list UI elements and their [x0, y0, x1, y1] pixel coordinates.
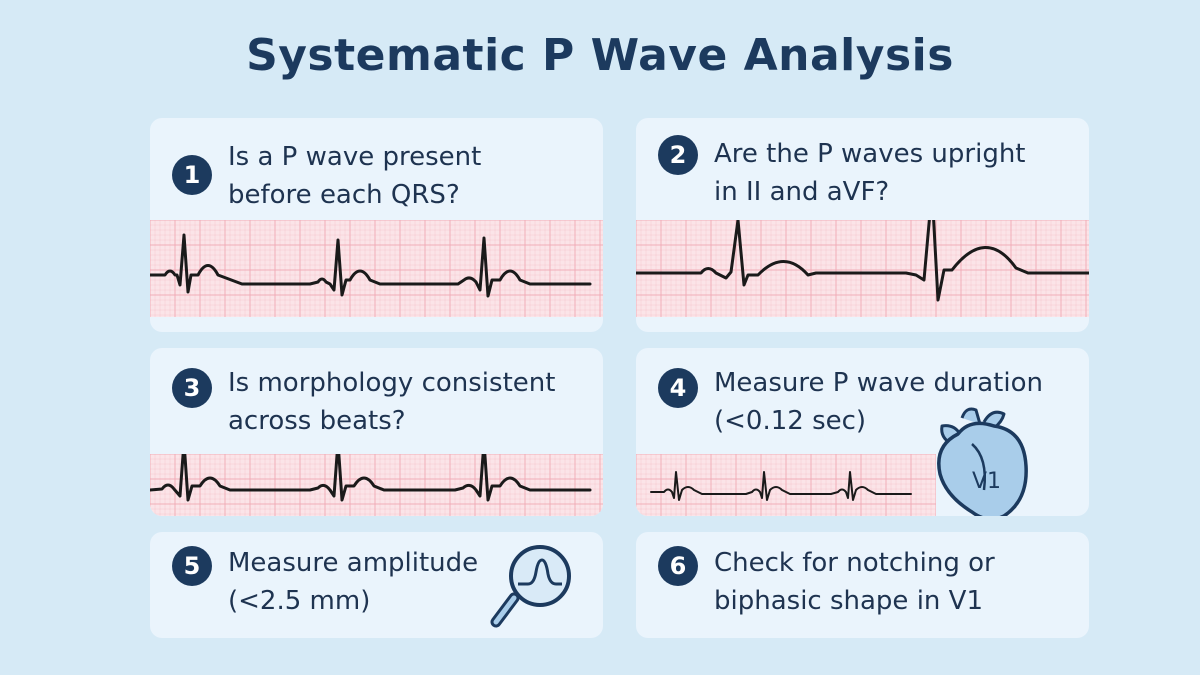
page-title: Systematic P Wave Analysis [246, 30, 954, 81]
ecg-strip [636, 220, 1089, 317]
step-question-line: before each QRS? [228, 180, 460, 210]
step-card-2: 2 Are the P waves upright in II and aVF? [636, 118, 1089, 332]
step-card-6: 6 Check for notching or biphasic shape i… [636, 532, 1089, 638]
step-question: Are the P waves upright in II and aVF? [714, 135, 1026, 211]
ecg-grid [150, 454, 603, 516]
step-question: Is a P wave present before each QRS? [228, 138, 481, 214]
step-question: Measure amplitude (<2.5 mm) [228, 544, 478, 620]
heart-label: V1 [972, 469, 1001, 494]
step-card-3: 3 Is morphology consistent across beats? [150, 348, 603, 516]
step-number-badge: 2 [658, 135, 698, 175]
step-number-badge: 6 [658, 546, 698, 586]
heart-icon: V1 [937, 407, 1028, 516]
ecg-grid [150, 220, 603, 317]
step-question-line: Is a P wave present [228, 142, 482, 172]
step-card-1: 1 Is a P wave present before each QRS? [150, 118, 603, 332]
step-number-badge: 5 [172, 546, 212, 586]
ecg-strip [150, 220, 603, 317]
step-question-line: across beats? [228, 406, 406, 436]
step-question-line: in II and aVF? [714, 177, 890, 207]
step-question: Check for notching or biphasic shape in … [714, 544, 995, 620]
step-number-badge: 4 [658, 368, 698, 408]
step-card-4: 4 Measure P wave duration (<0.12 sec) V1 [636, 348, 1089, 516]
step-question-line: Are the P waves upright [714, 139, 1026, 169]
step-question: Measure P wave duration (<0.12 sec) [714, 364, 1043, 440]
ecg-trace [636, 220, 1089, 302]
ecg-strip [636, 454, 936, 516]
magnifier-icon [490, 545, 571, 628]
step-card-5: 5 Measure amplitude (<2.5 mm) [150, 532, 603, 638]
step-question-line: biphasic shape in V1 [714, 586, 983, 616]
step-number-badge: 1 [172, 155, 212, 195]
step-number-badge: 3 [172, 368, 212, 408]
ecg-trace [150, 454, 592, 502]
ecg-grid [636, 454, 936, 516]
step-question-line: Check for notching or [714, 548, 995, 578]
step-question-line: (<2.5 mm) [228, 586, 371, 616]
step-question: Is morphology consistent across beats? [228, 364, 555, 440]
step-question-line: Is morphology consistent [228, 368, 556, 398]
step-question-line: Measure amplitude [228, 548, 479, 578]
ecg-trace [150, 233, 592, 298]
step-question-line: (<0.12 sec) [714, 406, 867, 436]
step-question-line: Measure P wave duration [714, 368, 1043, 398]
ecg-strip [150, 454, 603, 516]
ecg-trace [650, 471, 912, 501]
